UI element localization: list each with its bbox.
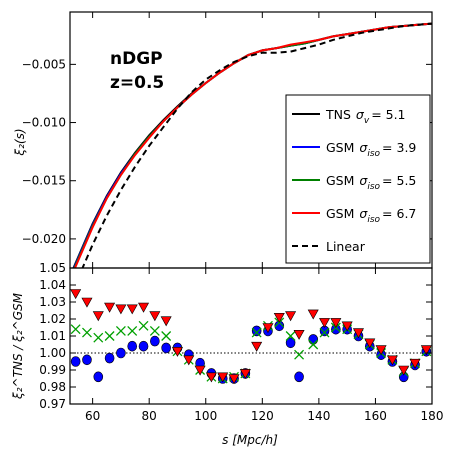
point-x <box>308 339 319 350</box>
series-line-3 <box>73 22 432 268</box>
point-x <box>294 349 305 360</box>
point-circle <box>161 342 171 354</box>
point-circle <box>116 347 126 359</box>
point-triangle <box>138 302 150 313</box>
point-triangle <box>92 311 104 322</box>
point-circle <box>294 371 304 383</box>
xtick-label: 180 <box>421 409 444 423</box>
lower-ytick-label: 1.02 <box>39 312 66 326</box>
annotation-line-1: nDGP <box>110 49 163 69</box>
point-circle <box>308 334 319 345</box>
point-triangle <box>285 311 297 322</box>
point-x <box>104 331 115 341</box>
point-circle <box>70 356 81 367</box>
lower-ytick-label: 1.04 <box>39 278 66 292</box>
lower-ytick-label: 1.05 <box>39 261 66 275</box>
point-x <box>251 327 262 338</box>
point-triangle <box>341 321 353 332</box>
point-triangle <box>115 304 127 315</box>
point-triangle <box>319 318 331 329</box>
point-x <box>149 325 160 336</box>
xtick-label: 120 <box>251 409 274 423</box>
point-triangle <box>273 313 285 323</box>
point-circle <box>127 340 138 352</box>
point-x <box>127 325 138 336</box>
upper-ytick-label: −0.005 <box>22 57 66 71</box>
point-x <box>138 320 149 331</box>
upper-ytick-label: −0.020 <box>22 232 66 246</box>
legend-label-1: GSM σiso = 3.9 <box>326 140 416 159</box>
point-triangle <box>171 347 183 357</box>
point-triangle <box>228 374 240 385</box>
point-triangle <box>70 289 82 300</box>
point-circle <box>285 337 296 349</box>
xtick-label: 160 <box>364 409 387 423</box>
point-circle <box>150 335 160 347</box>
point-triangle <box>217 372 229 383</box>
point-triangle <box>239 369 251 380</box>
point-triangle <box>307 309 319 320</box>
point-triangle <box>104 302 116 313</box>
point-triangle <box>205 372 217 383</box>
lower-panel: 0.97 0.98 0.99 1.00 1.01 1.02 1.03 1.04 1.05 60 8… <box>11 261 443 447</box>
point-circle <box>93 371 104 383</box>
point-triangle <box>409 358 421 369</box>
point-x <box>82 327 92 338</box>
point-x <box>93 332 104 343</box>
lower-ytick-label: 1.01 <box>39 329 66 343</box>
point-circle <box>138 340 149 352</box>
legend-label-0: TNS σv = 5.1 <box>325 107 406 126</box>
point-triangle <box>293 330 305 340</box>
point-x <box>319 327 330 338</box>
lower-frame <box>69 267 433 405</box>
point-x <box>115 325 126 336</box>
xtick-label: 80 <box>142 409 157 423</box>
point-triangle <box>81 297 93 308</box>
point-triangle <box>375 345 387 356</box>
point-triangle <box>386 355 398 366</box>
point-triangle <box>398 365 410 376</box>
point-circle <box>82 354 92 366</box>
point-triangle <box>420 345 432 356</box>
point-triangle <box>251 341 263 352</box>
point-x <box>285 331 296 341</box>
point-triangle <box>364 338 376 349</box>
point-triangle <box>194 365 206 376</box>
upper-ylabel: ξ₂(s) <box>13 128 27 156</box>
annotation-line-2: z=0.5 <box>110 73 164 93</box>
point-triangle <box>126 304 138 315</box>
point-triangle <box>183 355 195 366</box>
upper-ytick-label: −0.015 <box>22 174 66 188</box>
xtick-label: 140 <box>307 409 330 423</box>
point-triangle <box>352 328 364 339</box>
point-triangle <box>262 323 274 334</box>
point-triangle <box>160 316 172 327</box>
lower-ytick-label: 0.99 <box>39 363 66 377</box>
point-x <box>161 331 172 341</box>
lower-ytick-label: 0.97 <box>39 397 66 411</box>
legend-label-2: GSM σiso = 5.5 <box>326 173 416 192</box>
point-circle <box>251 325 262 337</box>
series-line-4 <box>81 22 432 268</box>
upper-ytick-label: −0.010 <box>22 116 66 130</box>
point-circle <box>104 352 115 364</box>
point-triangle <box>330 318 342 329</box>
lower-ytick-label: 0.98 <box>39 380 66 394</box>
upper-panel: nDGP z=0.5 −0.020 −0.015 −0.010 −0.005 ξ₂(s… <box>13 11 433 269</box>
xtick-label: 60 <box>85 409 100 423</box>
xtick-label: 100 <box>194 409 217 423</box>
point-x <box>70 324 81 335</box>
x-axis-label: s [Mpc/h] <box>222 433 278 447</box>
legend-label-3: GSM σiso = 6.7 <box>326 206 416 225</box>
lower-ytick-label: 1.00 <box>39 346 66 360</box>
point-triangle <box>149 311 161 322</box>
lower-ytick-label: 1.03 <box>39 295 66 309</box>
lower-ylabel: ξ₂^TNS / ξ₂^GSM <box>11 292 25 400</box>
legend-label-4: Linear <box>326 239 366 254</box>
